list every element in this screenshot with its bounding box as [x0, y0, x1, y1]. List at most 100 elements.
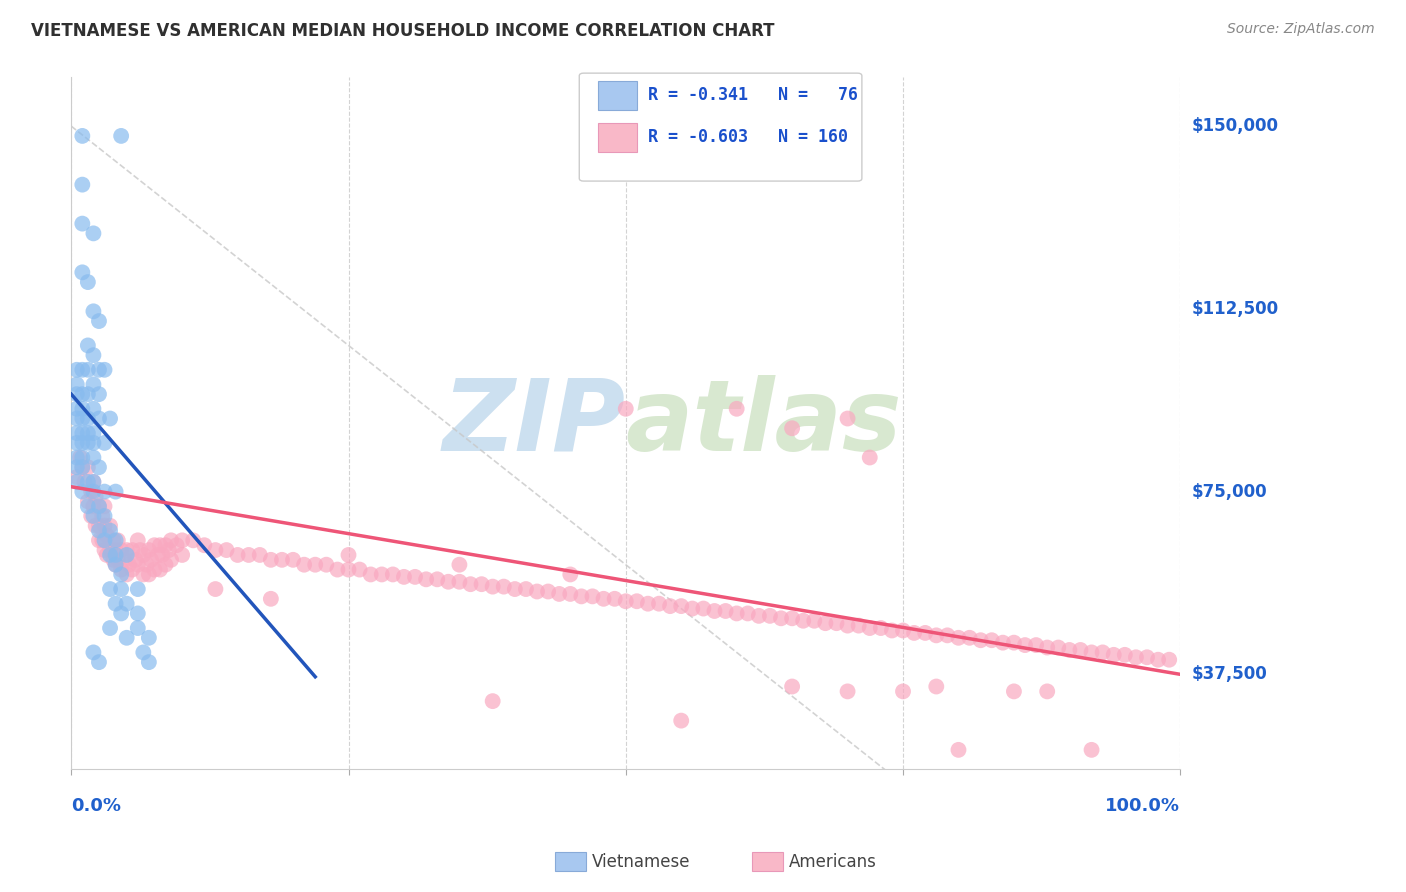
Text: $112,500: $112,500	[1191, 300, 1278, 318]
Point	[72, 128, 94, 143]
Text: $37,500: $37,500	[1191, 665, 1267, 683]
Point	[859, 621, 882, 635]
Point	[66, 450, 89, 465]
Point	[138, 631, 160, 645]
Point	[837, 618, 859, 632]
Point	[115, 631, 138, 645]
Point	[903, 626, 925, 640]
Point	[87, 363, 110, 377]
Point	[914, 626, 936, 640]
Point	[426, 572, 449, 586]
Point	[780, 611, 803, 625]
Point	[1136, 650, 1159, 665]
Point	[481, 694, 503, 708]
Point	[1080, 743, 1102, 757]
Point	[249, 548, 271, 562]
Point	[204, 582, 226, 596]
Point	[66, 377, 89, 392]
Point	[124, 553, 146, 567]
Point	[1002, 635, 1025, 649]
Point	[93, 508, 115, 523]
Point	[238, 548, 260, 562]
Point	[814, 616, 837, 631]
Text: Source: ZipAtlas.com: Source: ZipAtlas.com	[1227, 22, 1375, 37]
Point	[98, 518, 121, 533]
Point	[349, 563, 371, 577]
Point	[87, 533, 110, 548]
Point	[104, 533, 127, 548]
Point	[127, 533, 149, 548]
Point	[460, 577, 482, 591]
Point	[72, 460, 94, 475]
Point	[271, 553, 294, 567]
Point	[82, 475, 104, 489]
Point	[1014, 638, 1036, 652]
Point	[98, 411, 121, 425]
Point	[121, 563, 143, 577]
Point	[869, 621, 891, 635]
Point	[859, 450, 882, 465]
Point	[87, 655, 110, 669]
Point	[91, 508, 114, 523]
Text: 0.0%: 0.0%	[72, 797, 121, 815]
Point	[98, 582, 121, 596]
Point	[526, 584, 548, 599]
Point	[77, 363, 100, 377]
Point	[1125, 650, 1147, 665]
Point	[132, 548, 155, 562]
Point	[281, 553, 304, 567]
Point	[98, 621, 121, 635]
Point	[82, 227, 104, 241]
Point	[215, 543, 238, 558]
Point	[82, 645, 104, 659]
Point	[1159, 653, 1181, 667]
Point	[77, 475, 100, 489]
Text: VIETNAMESE VS AMERICAN MEDIAN HOUSEHOLD INCOME CORRELATION CHART: VIETNAMESE VS AMERICAN MEDIAN HOUSEHOLD …	[31, 22, 775, 40]
Point	[671, 714, 693, 728]
Point	[166, 538, 188, 552]
Point	[150, 548, 173, 562]
Point	[515, 582, 537, 596]
Point	[936, 628, 959, 642]
Point	[548, 587, 571, 601]
Point	[181, 533, 204, 548]
Point	[160, 553, 183, 567]
Point	[143, 538, 166, 552]
Point	[172, 533, 194, 548]
Point	[337, 548, 360, 562]
Point	[714, 604, 737, 618]
Point	[1102, 648, 1125, 662]
Point	[82, 450, 104, 465]
Point	[87, 518, 110, 533]
Point	[107, 553, 129, 567]
Point	[104, 558, 127, 572]
Point	[127, 607, 149, 621]
Point	[692, 601, 714, 615]
Point	[110, 543, 132, 558]
Point	[82, 508, 104, 523]
Point	[77, 411, 100, 425]
Point	[925, 680, 948, 694]
Point	[98, 548, 121, 562]
Point	[72, 387, 94, 401]
Point	[991, 635, 1014, 649]
Point	[66, 470, 89, 484]
Point	[72, 460, 94, 475]
Point	[260, 553, 283, 567]
Point	[87, 500, 110, 514]
Point	[614, 594, 637, 608]
Text: Vietnamese: Vietnamese	[592, 853, 690, 871]
Point	[581, 590, 603, 604]
Point	[1047, 640, 1070, 655]
Text: $150,000: $150,000	[1191, 117, 1278, 136]
Point	[107, 533, 129, 548]
Point	[948, 631, 970, 645]
Point	[155, 538, 177, 552]
Point	[1114, 648, 1136, 662]
Point	[592, 591, 614, 606]
Point	[93, 436, 115, 450]
Point	[77, 426, 100, 441]
Point	[66, 436, 89, 450]
Text: 100.0%: 100.0%	[1105, 797, 1180, 815]
Point	[326, 563, 349, 577]
